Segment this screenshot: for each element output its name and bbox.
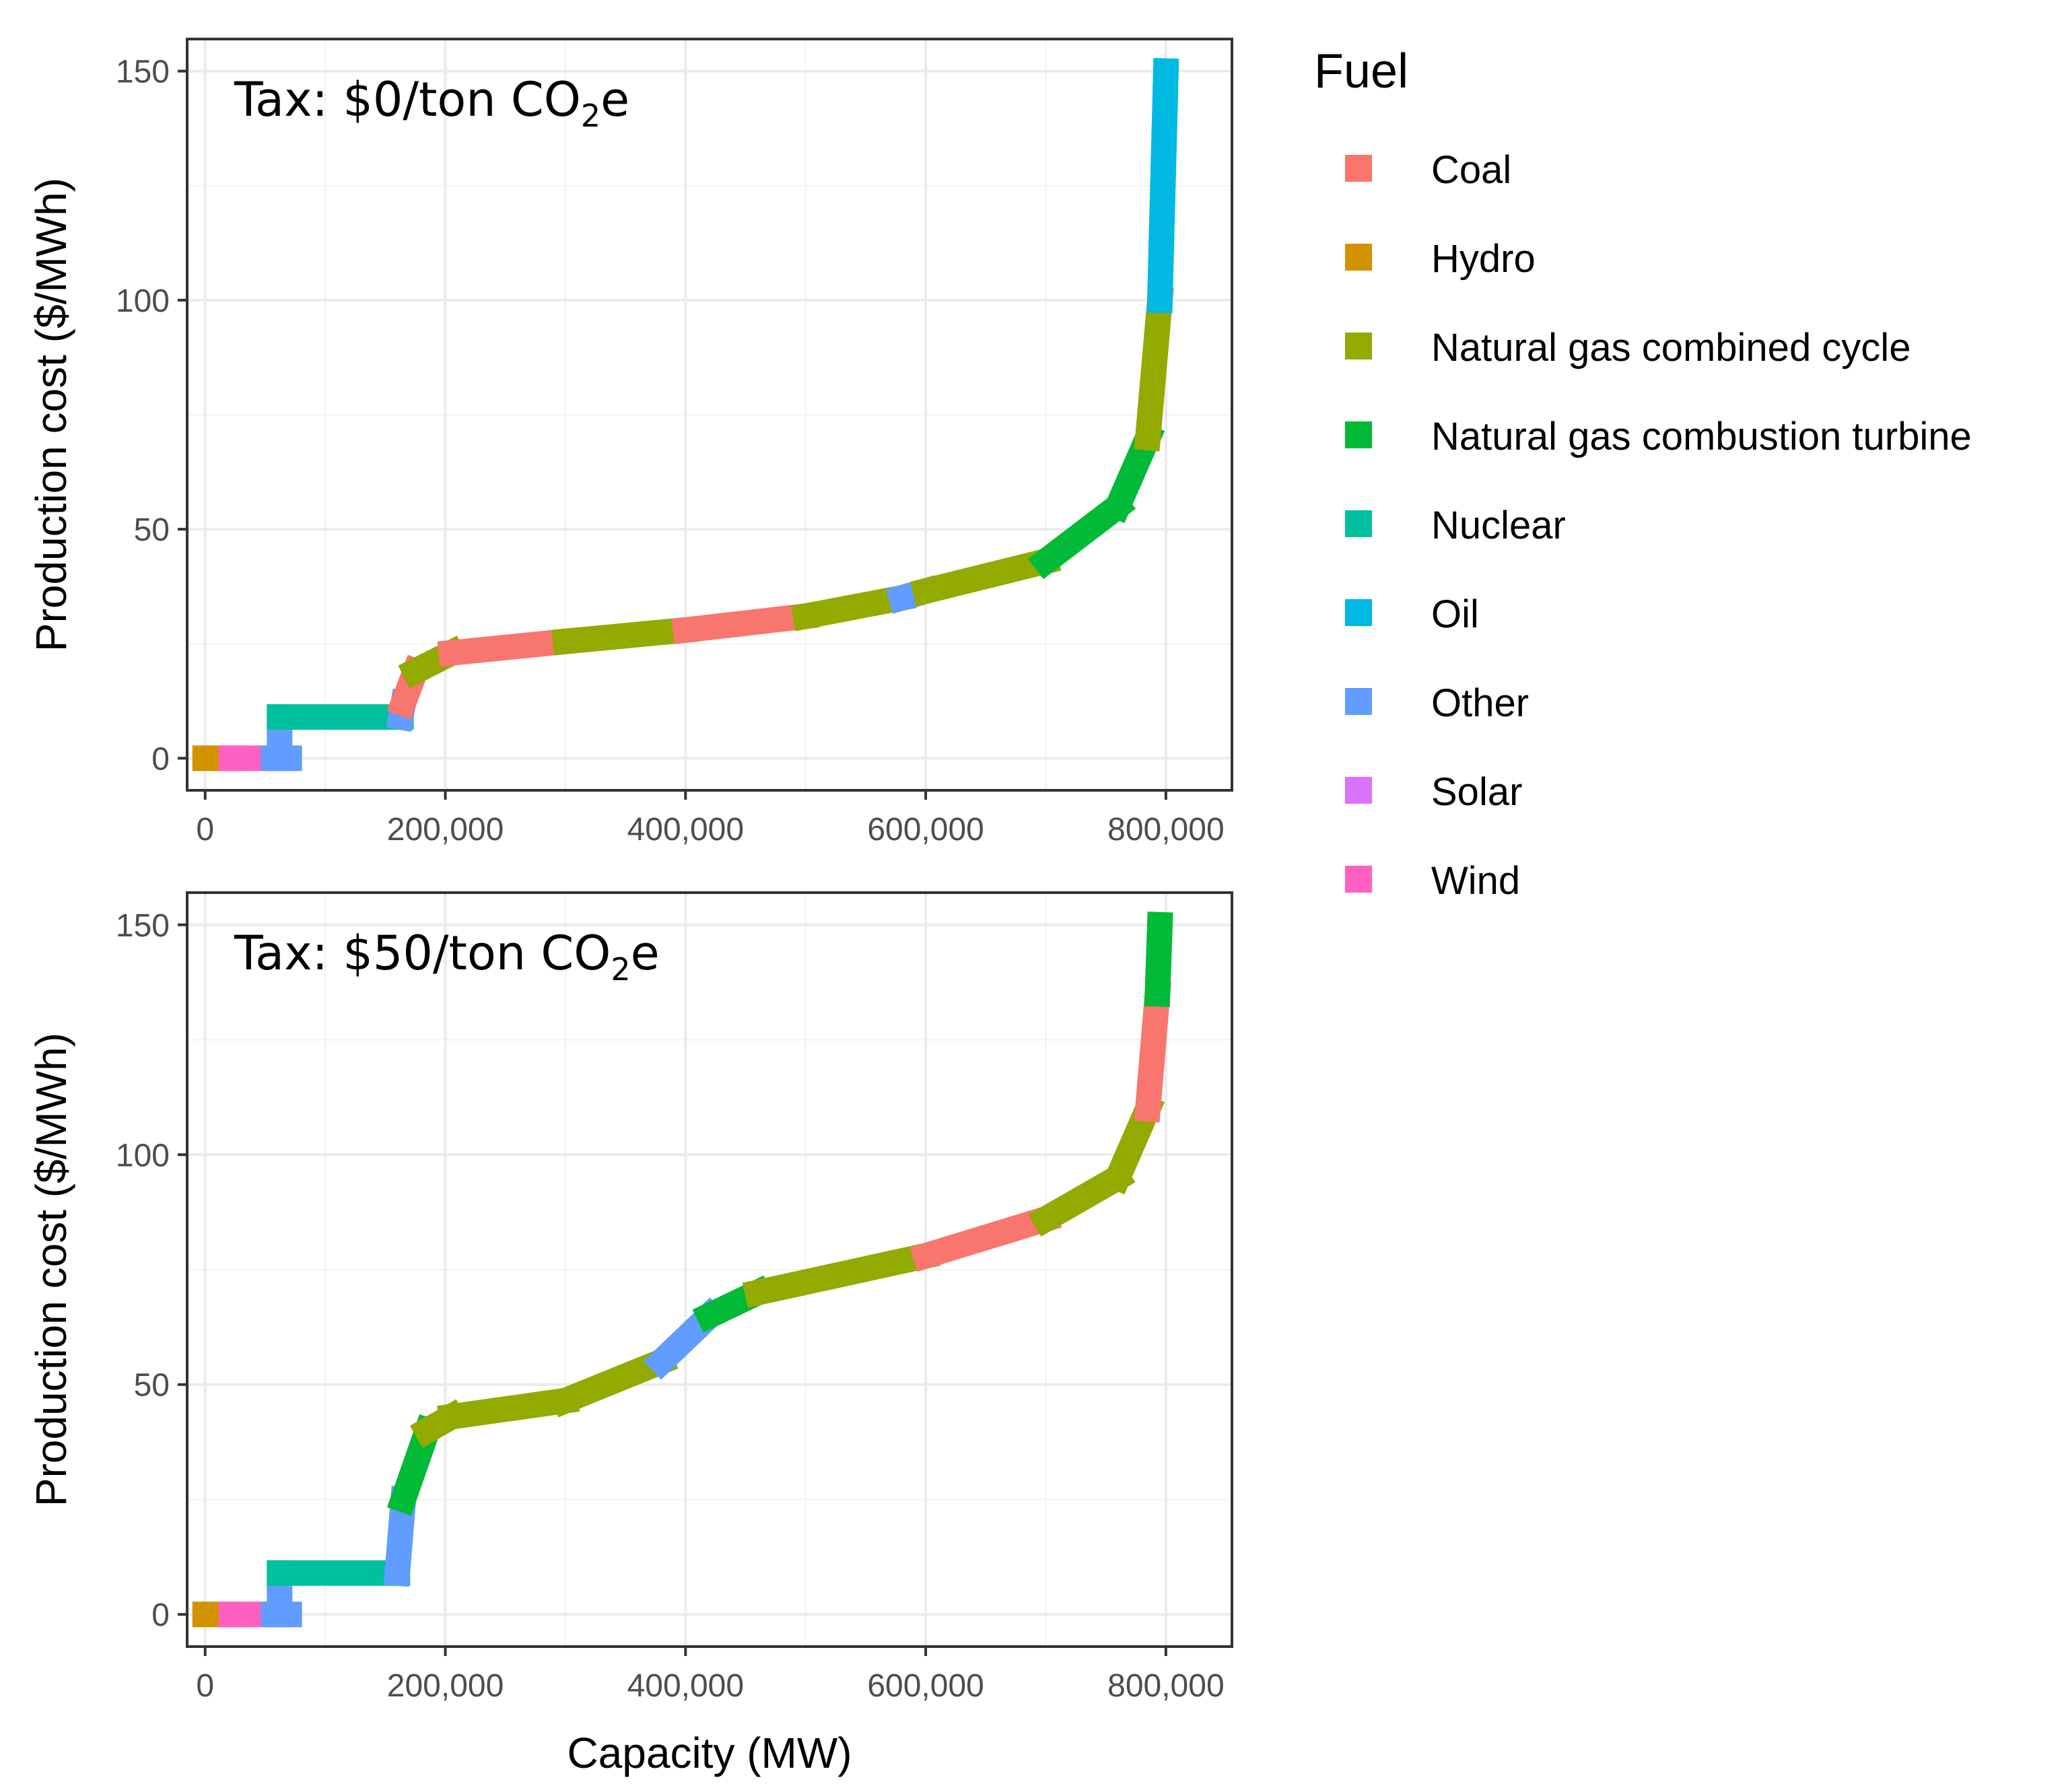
y-tick-label: 100 — [116, 1138, 170, 1173]
y-tick-label: 50 — [134, 512, 170, 548]
x-tick-label: 800,000 — [1107, 812, 1225, 848]
x-tick-label: 400,000 — [627, 812, 745, 848]
x-tick-label: 200,000 — [387, 812, 504, 848]
x-tick-label: 400,000 — [627, 1668, 745, 1704]
legend: Fuel Coal Hydro Natural gas combined cycle N… — [1314, 44, 1972, 903]
legend-swatch — [1345, 155, 1372, 182]
y-axis-title: Production cost ($/MWh) — [27, 178, 75, 652]
legend-swatch — [1345, 866, 1372, 893]
legend-swatch — [1345, 421, 1372, 448]
legend-label: Coal — [1431, 148, 1511, 192]
segment-coal — [1134, 979, 1171, 1123]
segment-natural-gas-combined-cycle — [1134, 286, 1174, 452]
y-tick-label: 100 — [116, 283, 170, 319]
y-tick-label: 150 — [116, 908, 170, 944]
legend-label: Hydro — [1431, 237, 1536, 281]
segment-natural-gas-combustion-turbine — [1144, 911, 1173, 1007]
panel-tax-0: 0 200,000 400,000 600,000 800,000 0 50 100 150 Pr… — [27, 38, 1233, 848]
legend-swatch — [1345, 510, 1372, 537]
legend-swatch — [1345, 599, 1372, 626]
segment-coal — [671, 602, 820, 644]
x-tick-label: 600,000 — [867, 812, 984, 848]
legend-label: Oil — [1431, 592, 1479, 636]
legend-swatch — [1345, 244, 1372, 271]
legend-label: Natural gas combustion turbine — [1431, 415, 1972, 458]
segment-oil — [1146, 58, 1179, 314]
x-tick-label: 0 — [196, 812, 214, 848]
segment-coal — [437, 627, 580, 667]
segment-natural-gas-combined-cycle — [549, 1344, 679, 1418]
segment-natural-gas-combined-cycle — [910, 545, 1062, 607]
segment-natural-gas-combined-cycle — [551, 616, 700, 656]
legend-label: Natural gas combined cycle — [1431, 326, 1911, 370]
segment-coal — [909, 1203, 1062, 1272]
segment-natural-gas-combined-cycle — [742, 1240, 941, 1308]
legend-swatch — [1345, 333, 1372, 359]
panel-annotation: Tax: $0/ton CO2e — [234, 72, 629, 134]
legend-label: Solar — [1431, 770, 1522, 814]
x-tick-label: 200,000 — [387, 1668, 504, 1704]
data-series — [192, 58, 1179, 771]
y-tick-label: 150 — [116, 55, 170, 90]
panel-border — [186, 891, 1233, 1648]
y-tick-label: 0 — [151, 741, 170, 777]
panel-tax-50: 0 200,000 400,000 600,000 800,000 0 50 100 150 Pr… — [27, 891, 1233, 1777]
data-series — [192, 911, 1173, 1628]
legend-swatch — [1345, 688, 1372, 715]
panel-border — [186, 38, 1233, 792]
legend-label: Nuclear — [1431, 504, 1566, 547]
segment-natural-gas-combined-cycle — [790, 582, 917, 631]
legend-swatch — [1345, 777, 1372, 804]
y-axis-title: Production cost ($/MWh) — [27, 1033, 75, 1507]
y-tick-label: 0 — [151, 1597, 170, 1633]
segment-natural-gas-combustion-turbine — [1027, 488, 1136, 580]
panel-annotation: Tax: $50/ton CO2e — [234, 926, 660, 988]
legend-label: Wind — [1431, 859, 1520, 903]
segment-natural-gas-combined-cycle — [436, 1386, 580, 1432]
y-tick-label: 50 — [134, 1368, 170, 1404]
x-tick-label: 0 — [196, 1668, 214, 1704]
legend-label: Other — [1431, 681, 1529, 725]
legend-title: Fuel — [1314, 44, 1408, 98]
x-axis-title: Capacity (MW) — [567, 1729, 852, 1777]
x-tick-label: 800,000 — [1107, 1668, 1225, 1704]
x-tick-label: 600,000 — [867, 1668, 984, 1704]
